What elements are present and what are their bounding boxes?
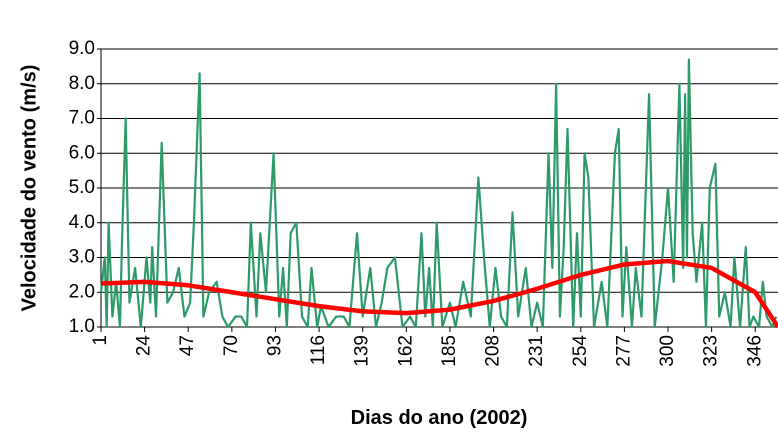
x-tick-label: 162 [395, 335, 416, 367]
y-axis-title: Velocidade do vento (m/s) [18, 65, 40, 312]
x-tick-label: 323 [701, 335, 722, 367]
x-tick-label: 208 [483, 335, 504, 367]
y-tick-label: 5.0 [69, 177, 95, 198]
x-tick-label: 254 [570, 335, 591, 367]
x-tick-label: 300 [657, 335, 678, 367]
x-tick-label: 139 [352, 335, 373, 367]
x-tick-label: 231 [526, 335, 547, 367]
x-tick-label: 24 [134, 335, 155, 357]
y-tick-label: 2.0 [69, 281, 95, 302]
y-tick-label: 4.0 [69, 212, 95, 233]
x-tick-label: 185 [439, 335, 460, 367]
x-axis-title: Dias do ano (2002) [351, 407, 528, 429]
x-tick-label: 47 [177, 335, 198, 356]
y-tick-label: 1.0 [69, 316, 95, 337]
y-tick-label: 9.0 [69, 38, 95, 59]
y-tick-label: 7.0 [69, 108, 95, 129]
x-tick-label: 70 [221, 335, 242, 356]
x-tick-label: 116 [308, 335, 329, 365]
y-tick-label: 3.0 [69, 247, 95, 268]
y-tick-label: 6.0 [69, 142, 95, 163]
x-tick-label: 93 [264, 335, 285, 356]
y-tick-label: 8.0 [69, 73, 95, 94]
x-tick-label: 277 [613, 335, 634, 367]
data-line [99, 58, 778, 329]
x-tick-label: 346 [744, 335, 765, 367]
data-line [100, 258, 778, 329]
x-tick-label: 1 [90, 335, 111, 346]
